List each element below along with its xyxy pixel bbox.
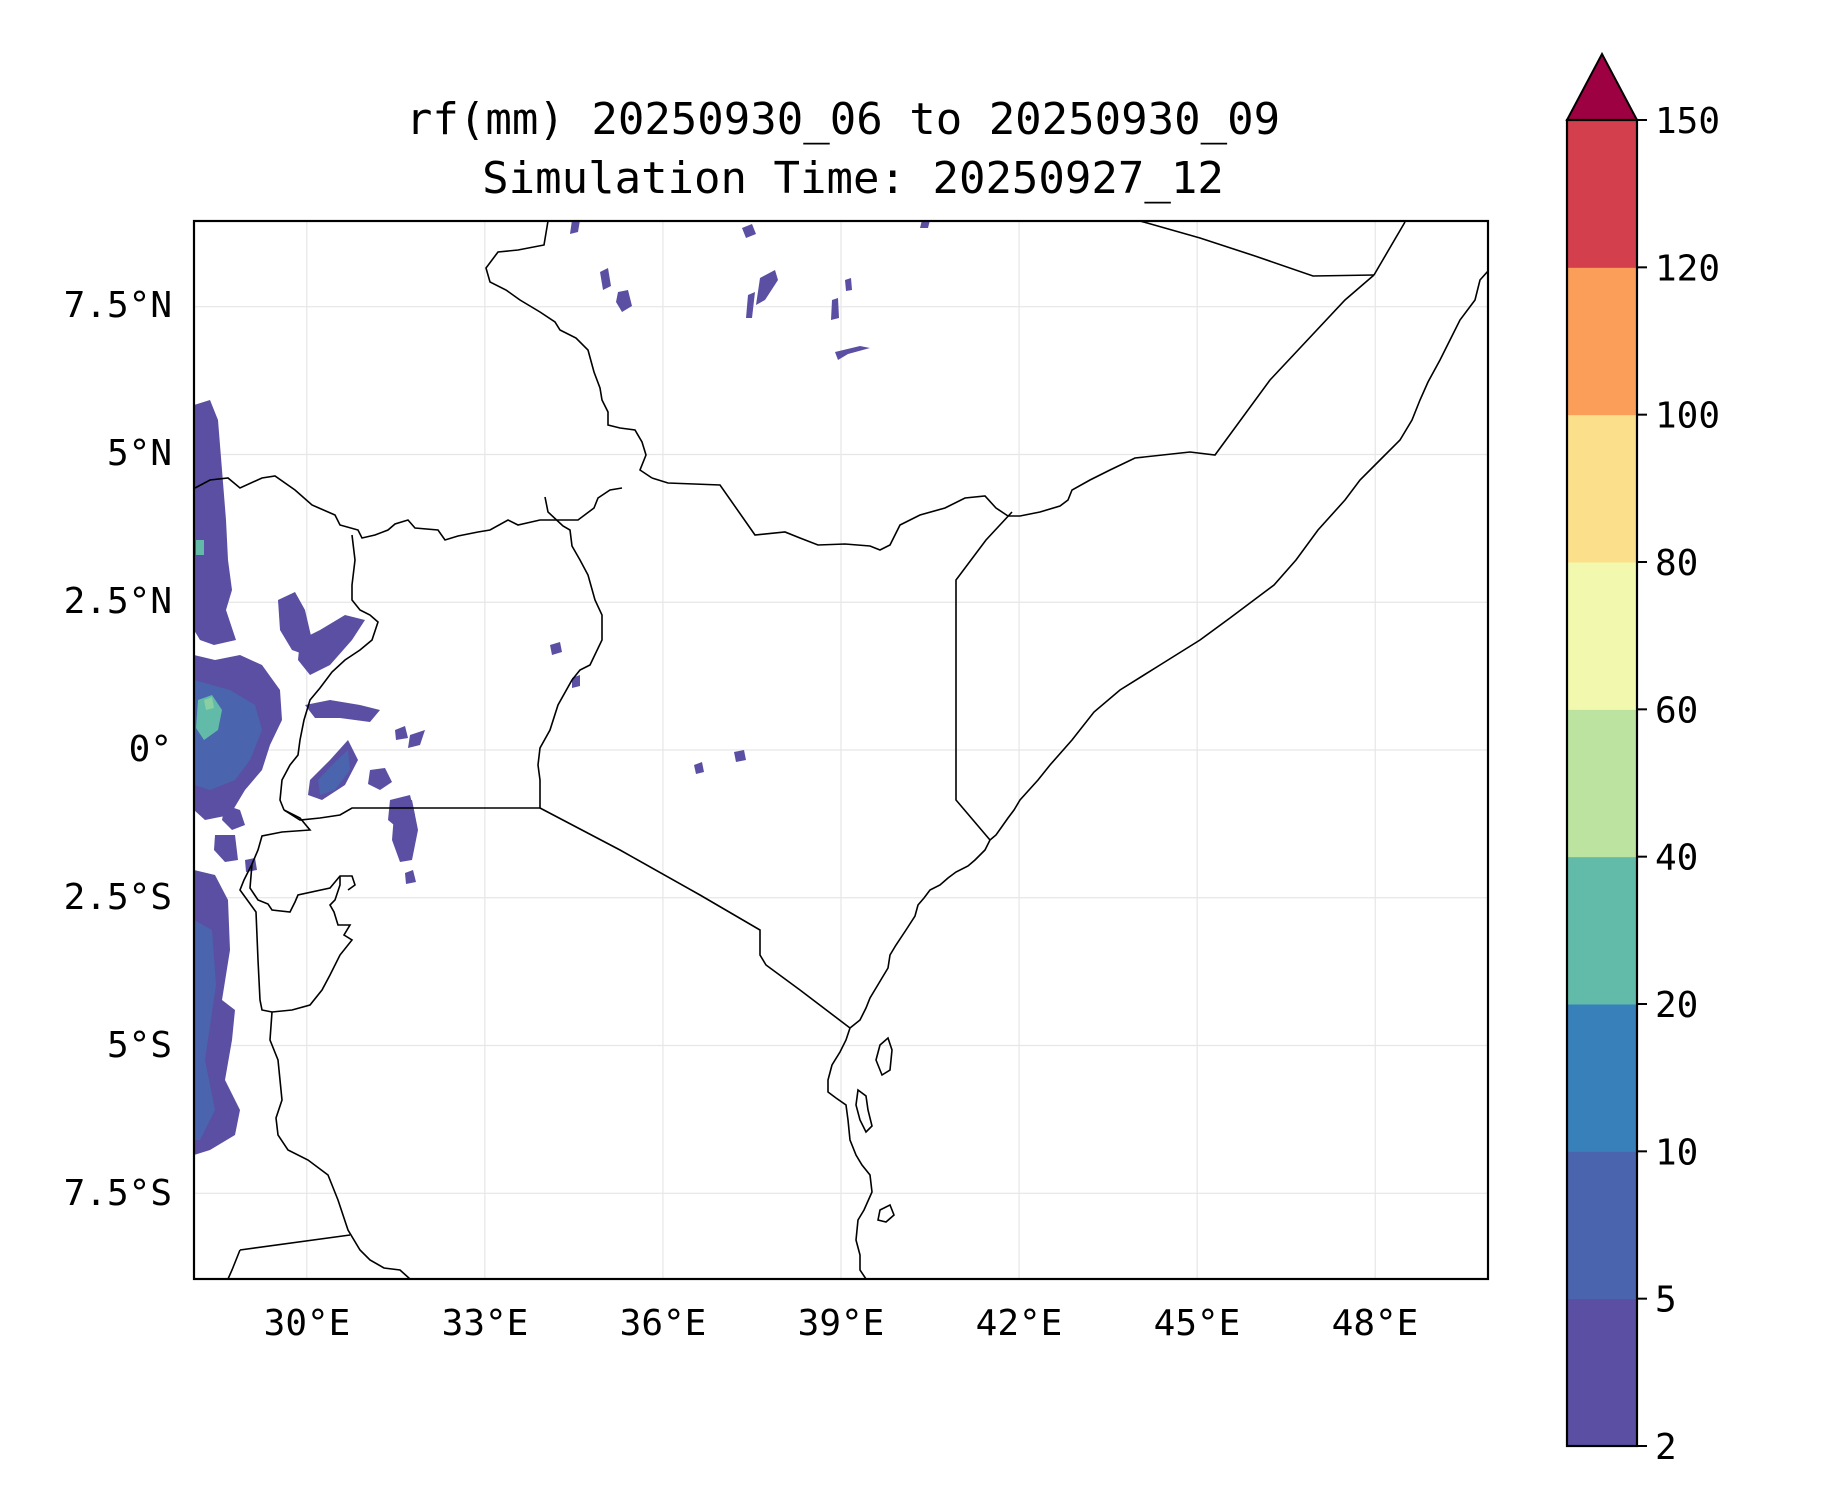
- rain-area-west-north: [194, 400, 236, 645]
- colorbar-segment: [1567, 562, 1637, 710]
- rain-area-uganda-blob10: [395, 726, 408, 740]
- y-tick-label: 7.5°N: [64, 285, 172, 326]
- border-south-sudan-uganda: [194, 475, 623, 541]
- rain-area-uganda-blob8: [368, 768, 392, 790]
- colorbar-segment: [1567, 1151, 1637, 1300]
- colorbar-tick-label: 20: [1655, 985, 1698, 1026]
- x-tick-label: 36°E: [620, 1303, 707, 1344]
- colorbar-tick-label: 2: [1655, 1427, 1677, 1468]
- x-tick-label: 48°E: [1332, 1303, 1419, 1344]
- rain-cell-ethiopia-2: [600, 268, 611, 290]
- rain-area-west-south2: [194, 920, 216, 1140]
- gridlines: [194, 221, 1488, 1279]
- colorbar-tick-label: 10: [1655, 1132, 1698, 1173]
- rain-cell-ethiopia-7: [831, 298, 839, 320]
- border-zambia: [239, 1234, 351, 1251]
- colorbar-tick-label: 100: [1655, 396, 1720, 437]
- rain-area-uganda-blob3: [305, 700, 380, 722]
- chart-title-line2: Simulation Time: 20250927_12: [482, 153, 1224, 204]
- coast-tanzania: [827, 1027, 873, 1279]
- colorbar-segment: [1567, 267, 1637, 416]
- border-lake-tanganyika: [269, 1011, 411, 1279]
- border-drc-rwanda-2: [239, 863, 273, 1013]
- colorbar-frame: [1565, 118, 1639, 1448]
- border-uganda-tanzania: [283, 807, 540, 821]
- rain-cell-ethiopia-4: [756, 270, 778, 305]
- colorbar-tick-label: 40: [1655, 838, 1698, 879]
- y-axis-ticks: 7.5°N 5°N 2.5°N 0° 2.5°S 5°S 7.5°S: [64, 285, 172, 1214]
- rain-cell-ethiopia-3: [616, 290, 632, 312]
- rain-core-teal: [196, 695, 222, 740]
- coast-somalia: [849, 270, 1488, 1029]
- colorbar: 2 5 10 20 40 60 80 100 120 150: [1565, 51, 1720, 1468]
- colorbar-segment: [1567, 709, 1637, 858]
- border-somaliland: [1139, 221, 1375, 277]
- y-tick-label: 2.5°S: [64, 877, 172, 918]
- border-zambia-2: [227, 1249, 241, 1279]
- rain-core-teal2: [196, 540, 204, 555]
- colorbar-tick-label: 80: [1655, 543, 1698, 584]
- border-kenya-tanzania: [539, 807, 851, 1029]
- rain-cell-ethiopia-1: [742, 224, 756, 238]
- rain-cell-kenya-3: [572, 675, 580, 688]
- x-axis-ticks: 30°E 33°E 36°E 39°E 42°E 45°E 48°E: [264, 1303, 1419, 1344]
- colorbar-tick-label: 5: [1655, 1280, 1677, 1321]
- rain-area-uganda-blob7: [392, 800, 418, 862]
- colorbar-segment: [1567, 120, 1637, 268]
- border-somalia-ethiopia: [1373, 221, 1406, 276]
- y-tick-label: 7.5°S: [64, 1173, 172, 1214]
- rainfall-contours: [194, 221, 930, 1155]
- y-tick-label: 2.5°N: [64, 581, 172, 622]
- x-tick-label: 42°E: [976, 1303, 1063, 1344]
- chart-title-line1: rf(mm) 20250930_06 to 20250930_09: [406, 94, 1280, 145]
- rain-area-rwanda-blob: [222, 805, 245, 830]
- border-south-sudan-ethiopia: [485, 221, 653, 479]
- colorbar-segment: [1567, 1004, 1637, 1152]
- border-ethiopia-kenya: [651, 274, 1375, 551]
- rain-area-uganda-blob2: [298, 615, 365, 675]
- rain-cell-ethiopia-8: [835, 346, 870, 360]
- border-burundi-tanzania-1: [271, 876, 354, 1013]
- country-borders: [194, 221, 1488, 1279]
- rain-cell-kenya-2: [734, 750, 746, 762]
- x-tick-label: 30°E: [264, 1303, 351, 1344]
- island-mafia: [877, 1203, 895, 1223]
- island-pemba: [875, 1036, 893, 1077]
- colorbar-tick-label: 60: [1655, 690, 1698, 731]
- border-kenya-somalia: [955, 511, 1013, 841]
- colorbar-segment: [1567, 856, 1637, 1005]
- rain-cell-ethiopia-9: [570, 221, 580, 234]
- rain-cell-ethiopia-5: [746, 292, 755, 318]
- island-zanzibar: [855, 1088, 873, 1134]
- x-tick-label: 45°E: [1154, 1303, 1241, 1344]
- colorbar-segment: [1567, 1298, 1637, 1447]
- rain-area-burundi-blob: [214, 835, 238, 862]
- y-tick-label: 5°S: [107, 1025, 172, 1066]
- colorbar-tick-label: 150: [1655, 101, 1720, 142]
- rain-area-uganda-blob9: [408, 730, 425, 748]
- colorbar-tick-label: 120: [1655, 248, 1720, 289]
- rain-core-green: [204, 697, 214, 710]
- map-frame: [192, 219, 1490, 1281]
- y-tick-label: 5°N: [107, 433, 172, 474]
- colorbar-extend-arrow: [1565, 51, 1639, 121]
- rain-area-kenya-west-blob: [405, 870, 416, 884]
- colorbar-segment: [1567, 414, 1637, 563]
- border-rwanda-burundi: [249, 809, 356, 913]
- rain-cell-ethiopia-6: [845, 278, 852, 291]
- y-tick-label: 0°: [129, 729, 172, 770]
- rain-cell-ethiopia-10: [920, 221, 930, 228]
- rain-cell-kenya-1: [694, 762, 704, 774]
- rain-area-uganda-blob5: [318, 750, 350, 795]
- border-uganda-kenya: [537, 496, 603, 808]
- rain-cell-uganda-11: [550, 642, 562, 655]
- border-drc-uganda: [279, 534, 379, 811]
- x-tick-label: 33°E: [442, 1303, 529, 1344]
- map-area: 30°E 33°E 36°E 39°E 42°E 45°E 48°E 7.5°N…: [64, 219, 1490, 1344]
- x-tick-label: 39°E: [798, 1303, 885, 1344]
